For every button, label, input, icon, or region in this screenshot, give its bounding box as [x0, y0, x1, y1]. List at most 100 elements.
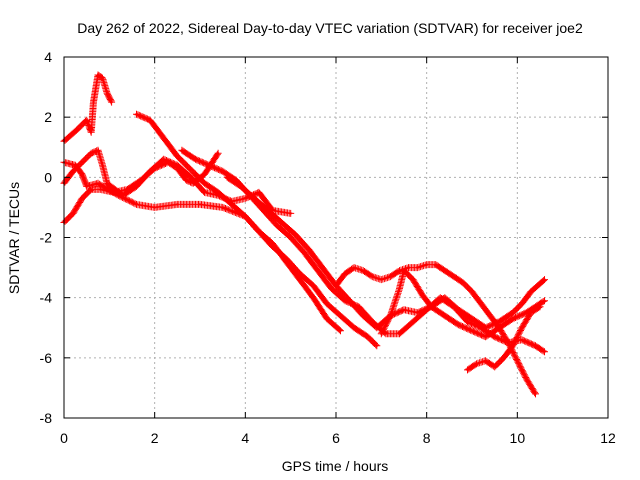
data-point [80, 161, 84, 164]
data-point [307, 248, 310, 251]
data-point [375, 326, 378, 329]
data-point [425, 263, 428, 266]
series-track-7 [223, 173, 548, 341]
data-point [96, 182, 100, 185]
data-point [511, 344, 514, 347]
data-point [334, 284, 338, 287]
data-point [303, 251, 306, 254]
data-point [244, 215, 247, 218]
data-point [484, 326, 487, 329]
data-point [85, 185, 88, 188]
data-point [203, 173, 206, 176]
data-point [366, 335, 369, 338]
data-point [371, 275, 374, 278]
x-axis-label: GPS time / hours [282, 458, 389, 474]
series-track-10 [464, 303, 544, 374]
data-point [389, 314, 392, 317]
data-point [470, 290, 474, 293]
data-point [289, 212, 292, 215]
data-point [362, 314, 365, 317]
data-point [105, 182, 109, 185]
data-point [502, 356, 505, 359]
data-point [325, 302, 329, 305]
x-tick-label: 8 [423, 430, 431, 446]
data-point [230, 203, 233, 206]
y-tick-label: 4 [44, 49, 52, 65]
data-point [339, 314, 342, 317]
data-point [158, 131, 161, 134]
data-point [121, 194, 125, 197]
data-point [71, 170, 75, 173]
data-point [511, 317, 514, 320]
data-point [380, 332, 383, 335]
data-point [416, 311, 419, 314]
data-point [90, 188, 93, 191]
data-point [266, 209, 270, 212]
data-point [352, 326, 356, 329]
y-tick-label: -8 [40, 410, 53, 426]
x-tick-label: 2 [151, 430, 159, 446]
data-point [398, 287, 401, 290]
data-point [298, 278, 301, 281]
data-point [430, 305, 433, 308]
series-markers [60, 71, 116, 145]
data-point [203, 191, 206, 194]
data-point [253, 197, 256, 200]
data-point [362, 269, 365, 272]
series-markers [133, 110, 381, 350]
data-point [543, 299, 546, 302]
data-point [135, 203, 138, 206]
data-point [312, 296, 315, 299]
data-point [525, 311, 528, 314]
data-point [525, 377, 528, 381]
data-point [434, 263, 437, 266]
x-tick-label: 0 [60, 430, 68, 446]
data-point [330, 287, 333, 290]
data-point [484, 359, 487, 362]
data-point [135, 113, 138, 116]
x-tick-label: 10 [510, 430, 526, 446]
data-point [207, 164, 211, 167]
data-point [543, 278, 546, 281]
data-point [96, 73, 100, 77]
data-point [529, 311, 533, 314]
data-point [80, 173, 84, 176]
data-point [402, 308, 406, 311]
data-point [529, 290, 533, 293]
data-point [484, 335, 487, 338]
data-point [325, 317, 329, 320]
data-point [312, 284, 315, 287]
data-point [110, 100, 113, 104]
data-point [216, 191, 220, 194]
data-layer [60, 71, 548, 398]
data-point [407, 266, 410, 269]
data-point [105, 91, 109, 95]
data-point [185, 164, 188, 167]
data-point [80, 197, 84, 200]
data-point [470, 317, 474, 320]
y-axis-label: SDTVAR / TECUs [6, 182, 22, 294]
data-point [198, 203, 202, 206]
data-point [498, 326, 501, 329]
data-point [280, 221, 283, 224]
data-point [289, 236, 292, 239]
y-tick-label: 0 [44, 169, 52, 185]
data-point [534, 344, 537, 347]
data-point [457, 323, 460, 326]
data-point [226, 176, 229, 179]
x-tick-label: 12 [600, 430, 616, 446]
data-point [466, 368, 469, 372]
y-tick-label: -6 [40, 350, 53, 366]
data-point [520, 326, 524, 329]
data-point [380, 278, 383, 281]
data-point [420, 293, 424, 296]
grid [64, 57, 608, 418]
data-point [470, 329, 474, 332]
data-point [507, 341, 510, 344]
data-point [135, 185, 138, 188]
data-point [457, 308, 460, 311]
data-point [461, 281, 465, 284]
data-point [167, 143, 170, 146]
data-point [176, 164, 179, 167]
data-point [488, 314, 492, 317]
